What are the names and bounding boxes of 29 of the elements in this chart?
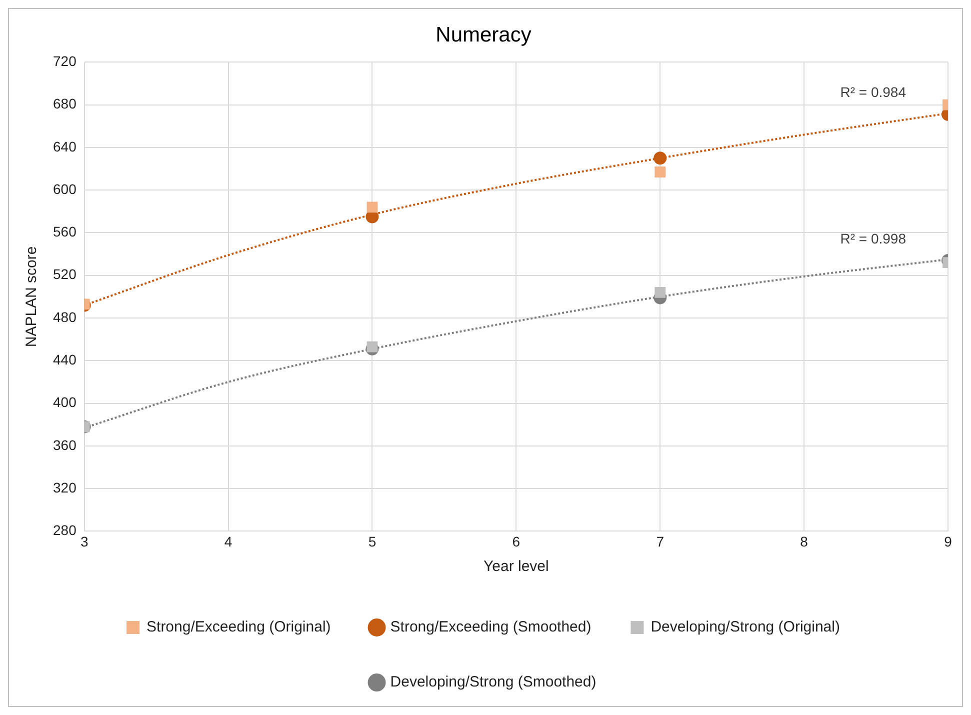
y-tick-label: 560 [53,224,77,240]
y-tick-label: 680 [53,96,77,112]
y-tick-label: 400 [53,394,77,410]
x-axis-title: Year level [484,558,549,576]
y-tick-label: 720 [53,53,77,70]
y-tick-label: 280 [53,522,77,538]
y-axis-title: NAPLAN score [23,246,40,348]
x-tick-label: 6 [512,533,520,550]
y-tick-label: 360 [53,436,77,453]
y-tick-label: 520 [53,266,77,282]
x-tick-label: 9 [944,533,952,550]
legend-label: Developing/Strong (Smoothed) [390,674,596,691]
x-tick-label: 4 [224,533,232,550]
chart-title: Numeracy [436,23,532,46]
x-tick-label: 8 [800,533,808,550]
annotation: R² = 0.984 [840,84,906,100]
x-tick-label: 3 [80,533,88,550]
y-tick-label: 600 [53,180,77,197]
legend-label: Strong/Exceeding (Original) [146,618,331,636]
y-tick-label: 320 [53,479,77,496]
x-tick-label: 5 [368,533,376,550]
legend-label: Strong/Exceeding (Smoothed) [390,618,592,636]
y-tick-label: 480 [53,308,77,325]
point [654,152,667,165]
annotation: R² = 0.998 [840,230,906,246]
x-tick-label: 7 [656,533,664,550]
legend-label: Developing/Strong (Original) [650,618,840,636]
y-tick-label: 640 [53,138,77,154]
y-tick-label: 440 [53,352,77,368]
